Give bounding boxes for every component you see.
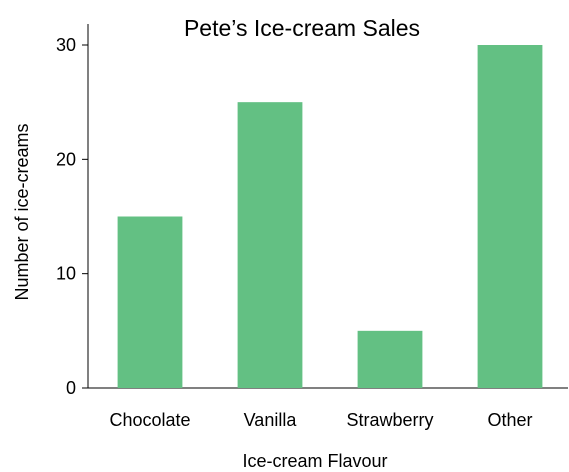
y-tick-label: 30 [56, 35, 76, 55]
x-tick-label-strawberry: Strawberry [346, 410, 433, 430]
x-tick-label-vanilla: Vanilla [244, 410, 298, 430]
x-axis-label: Ice-cream Flavour [242, 451, 387, 471]
bar-chocolate [117, 216, 183, 388]
y-axis: 0 10 20 30 [56, 24, 89, 398]
bar-vanilla [237, 102, 303, 389]
y-tick-label: 10 [56, 264, 76, 284]
bars [117, 45, 543, 389]
y-tick-label: 0 [66, 378, 76, 398]
chart-title: Pete’s Ice-cream Sales [184, 15, 420, 41]
y-axis-label: Number of ice-creams [12, 123, 32, 300]
x-tick-label-other: Other [487, 410, 532, 430]
x-tick-labels: Chocolate Vanilla Strawberry Other [109, 410, 532, 430]
bar-other [477, 45, 543, 388]
x-tick-label-chocolate: Chocolate [109, 410, 190, 430]
y-tick-label: 20 [56, 149, 76, 169]
bar-strawberry [357, 330, 423, 388]
